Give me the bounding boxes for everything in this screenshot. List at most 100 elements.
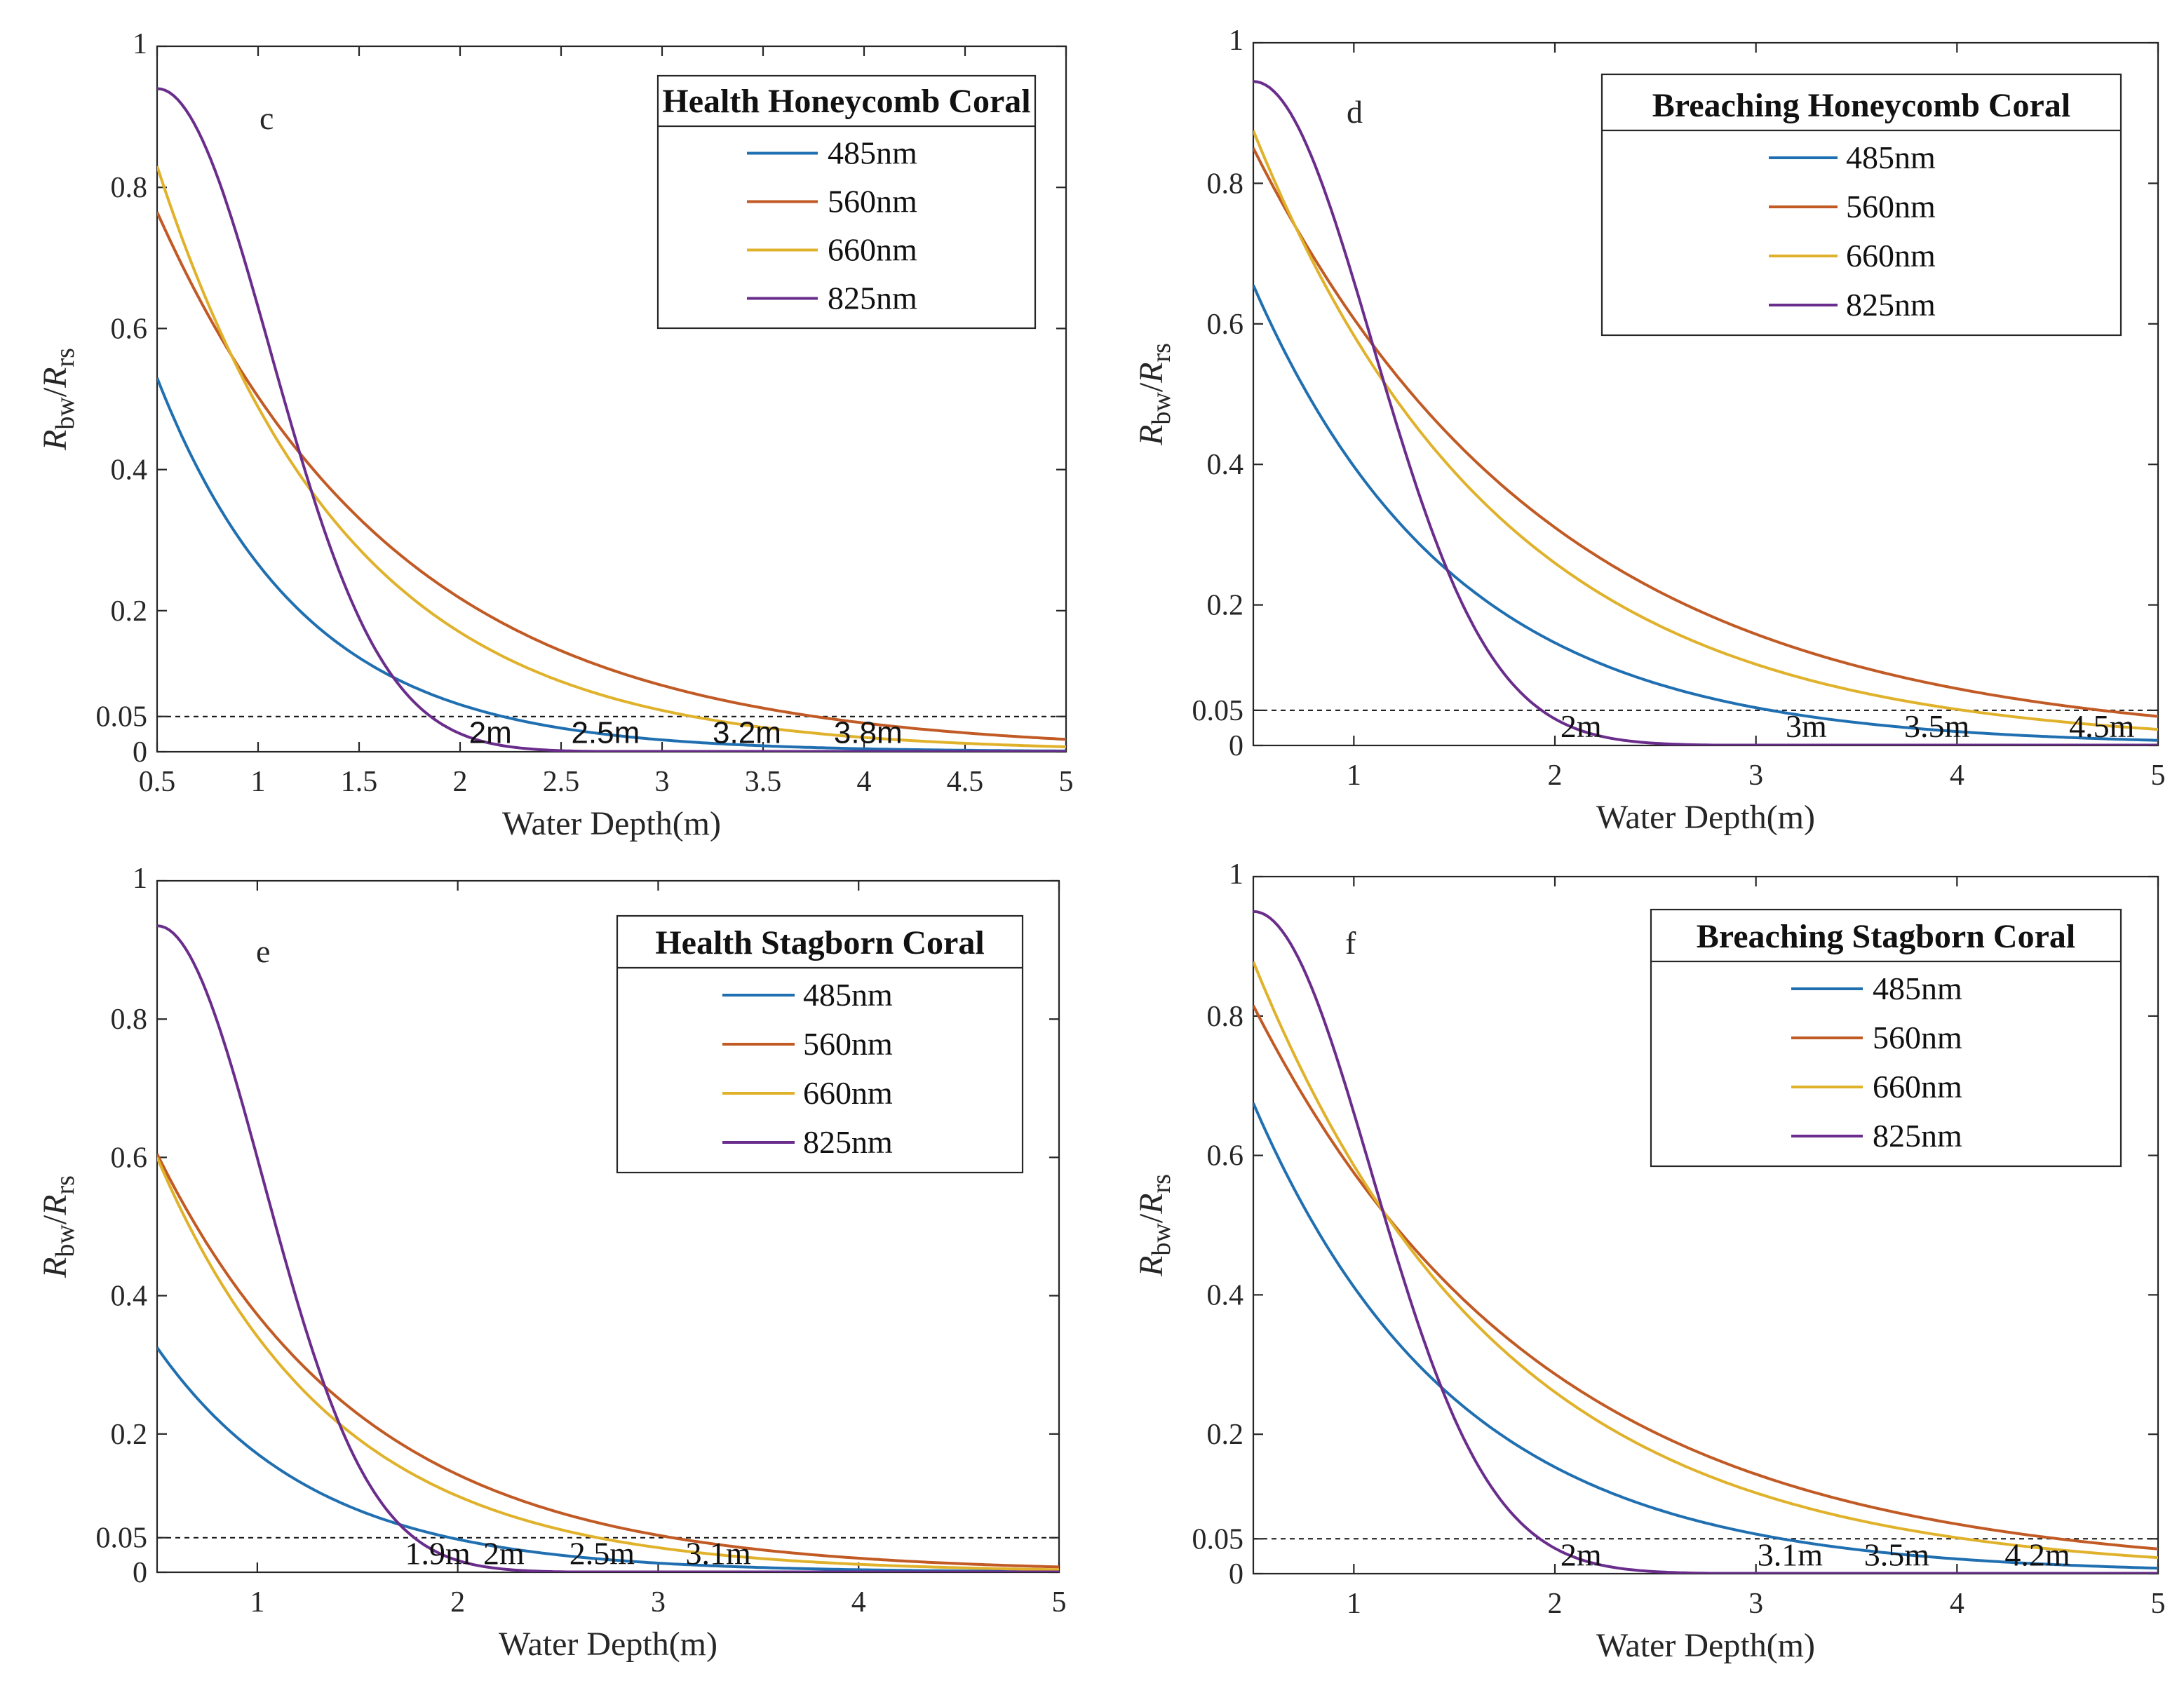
legend-entry: 660nm — [1873, 1069, 1962, 1105]
series-line-660nm — [157, 166, 1066, 748]
depth-annotation: 4.2m — [2004, 1536, 2070, 1572]
depth-annotation: 2.5m — [571, 716, 640, 750]
y-tick-label: 1 — [1229, 858, 1243, 891]
series-line-485nm — [157, 1346, 1059, 1572]
legend-entry: 825nm — [828, 281, 917, 316]
x-tick-label: 5 — [2151, 1588, 2166, 1620]
x-tick-label: 5 — [2151, 759, 2166, 792]
x-axis-title: Water Depth(m) — [502, 805, 721, 842]
y-tick-label: 0.05 — [1192, 1523, 1244, 1555]
depth-annotation: 2m — [483, 1536, 525, 1572]
depth-annotation: 3m — [1786, 708, 1827, 744]
panel-letter: f — [1345, 925, 1356, 961]
x-tick-label: 2 — [450, 1586, 465, 1619]
legend: Health Honeycomb Coral 485nm 560nm 660nm 825… — [656, 74, 1037, 330]
y-tick-label: 1 — [133, 28, 147, 60]
x-tick-label: 2.5 — [543, 766, 580, 798]
series-line-560nm — [157, 1153, 1059, 1569]
x-axis-title: Water Depth(m) — [1596, 799, 1815, 836]
x-tick-label: 2 — [453, 766, 468, 798]
y-tick-label: 0.4 — [111, 1281, 148, 1313]
legend-title: Health Stagborn Coral — [655, 924, 984, 961]
legend-title: Health Honeycomb Coral — [662, 83, 1030, 120]
series-line-660nm — [1253, 961, 2158, 1560]
y-tick-label: 0.05 — [96, 701, 148, 734]
legend-entry: 485nm — [1846, 140, 1936, 175]
legend-box — [1600, 73, 2122, 337]
legend: Health Stagborn Coral 485nm 560nm 660nm 825n… — [616, 914, 1024, 1174]
y-axis-title-part: R — [1133, 1194, 1170, 1215]
x-tick-label: 1 — [250, 1586, 264, 1619]
x-tick-label: 1 — [1347, 759, 1361, 792]
y-axis-title: Rbw/Rrs — [36, 348, 80, 451]
depth-annotation: 3.5m — [1904, 708, 1970, 744]
y-axis-title-part: R — [1133, 1256, 1170, 1277]
x-tick-label: 4 — [1950, 1588, 1964, 1620]
series-line-660nm — [1253, 130, 2158, 731]
depth-annotation: 3.1m — [1758, 1536, 1824, 1572]
chart-panel-c: 00.05 0.2 0.4 0.6 0.8 1 0.5 1 1.5 2 2.5 3 3.5 4 4.5 5 Wa… — [36, 28, 1074, 842]
y-tick-label: 0.2 — [1207, 1419, 1244, 1451]
y-axis-title-subscript: bw — [1147, 392, 1176, 425]
x-tick-label: 1 — [251, 766, 266, 798]
y-axis-title-part: R — [1133, 363, 1170, 384]
x-tick-label: 0.5 — [139, 766, 176, 798]
x-tick-label: 5 — [1052, 1586, 1067, 1619]
y-axis-title: Rbw/Rrs — [1133, 1174, 1176, 1277]
y-axis-title-part: R — [36, 1257, 74, 1278]
legend: Breaching Stagborn Coral 485nm 560nm 660nm 8… — [1650, 908, 2122, 1168]
y-axis-title-subscript: bw — [1147, 1223, 1176, 1256]
series-line-660nm — [157, 1156, 1059, 1572]
depth-annotation: 4.5m — [2069, 708, 2135, 744]
y-axis-title-subscript: rs — [1147, 343, 1176, 362]
legend-box — [1650, 908, 2122, 1168]
series-line-560nm — [157, 211, 1066, 741]
x-tick-label: 1 — [1347, 1588, 1361, 1620]
x-tick-label: 1.5 — [341, 766, 378, 798]
y-tick-label: 1 — [1229, 25, 1243, 57]
legend-title: Breaching Honeycomb Coral — [1652, 87, 2070, 124]
y-tick-label: 0 — [1229, 730, 1243, 762]
series-line-560nm — [1253, 1004, 2158, 1551]
y-axis-title-subscript: rs — [1147, 1174, 1176, 1193]
legend-entry: 825nm — [1873, 1118, 1962, 1154]
depth-annotation: 3.1m — [686, 1536, 752, 1572]
y-tick-label: 0.6 — [1207, 309, 1244, 341]
panel-letter: e — [256, 933, 270, 969]
depth-annotation: 2.5m — [569, 1536, 635, 1572]
chart-panel-f: 00.05 0.2 0.4 0.6 0.8 1 1 2 3 4 5 Water Depth(m) Rbw… — [1133, 858, 2166, 1664]
y-axis-title-part: R — [36, 1195, 74, 1216]
y-axis-title-subscript: bw — [50, 397, 80, 430]
series-line-485nm — [157, 377, 1066, 752]
y-axis-title-subscript: rs — [50, 1175, 80, 1194]
depth-annotation: 2m — [1561, 1536, 1602, 1572]
y-tick-label: 0.8 — [1207, 168, 1244, 200]
x-tick-label: 3 — [1748, 759, 1763, 792]
y-axis-title-subscript: rs — [50, 348, 80, 367]
y-axis-title: Rbw/Rrs — [1133, 343, 1176, 446]
depth-annotation: 2m — [1561, 708, 1602, 744]
y-tick-label: 0 — [133, 1557, 147, 1589]
series-line-485nm — [1253, 284, 2158, 742]
x-tick-label: 4 — [851, 1586, 866, 1619]
depth-annotation: 1.9m — [405, 1536, 471, 1572]
x-tick-label: 3.5 — [745, 766, 782, 798]
legend-entry: 560nm — [1846, 189, 1936, 224]
x-tick-label: 3 — [655, 766, 670, 798]
legend-title: Breaching Stagborn Coral — [1697, 918, 2075, 955]
y-tick-label: 0.6 — [1207, 1140, 1244, 1173]
depth-annotation: 2m — [469, 716, 512, 750]
x-tick-label: 5 — [1059, 766, 1074, 798]
y-axis-title-part: / — [36, 1215, 74, 1224]
legend-entry: 660nm — [803, 1075, 893, 1111]
legend-entry: 660nm — [1846, 238, 1936, 273]
legend: Breaching Honeycomb Coral 485nm 560nm 660nm… — [1600, 73, 2122, 337]
y-axis-title-part: / — [1133, 382, 1170, 392]
chart-panel-e: 00.05 0.2 0.4 0.6 0.8 1 1 2 3 4 5 Water Depth(m) Rbw… — [36, 863, 1067, 1663]
legend-entry: 660nm — [828, 232, 917, 268]
y-axis-title-part: R — [36, 430, 74, 451]
y-axis-title-part: / — [1133, 1213, 1170, 1223]
y-axis-title-subscript: bw — [50, 1224, 80, 1257]
y-tick-label: 0.05 — [96, 1522, 148, 1555]
